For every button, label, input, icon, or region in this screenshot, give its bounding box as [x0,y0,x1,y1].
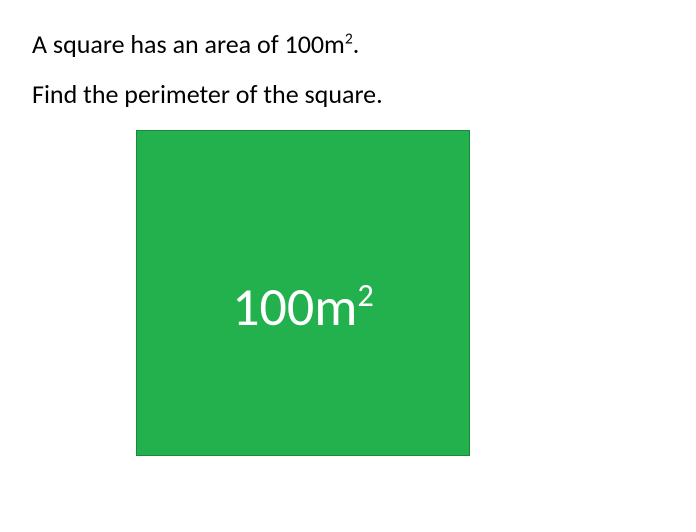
question-exponent: 2 [345,29,353,48]
question-line-1: A square has an area of 100m2. [32,28,359,60]
question-line-2: Find the perimeter of the square. [32,78,383,110]
area-exponent: 2 [357,275,373,315]
question-text-2: Find the perimeter of the square. [32,78,383,110]
question-text-1-suffix: . [353,28,360,60]
question-text-1-prefix: A square has an area of 100m [32,28,345,60]
square-shape: 100m2 [136,130,470,456]
area-value: 100m [232,274,357,340]
square-container: 100m2 [136,130,470,456]
area-label: 100m2 [232,274,374,340]
